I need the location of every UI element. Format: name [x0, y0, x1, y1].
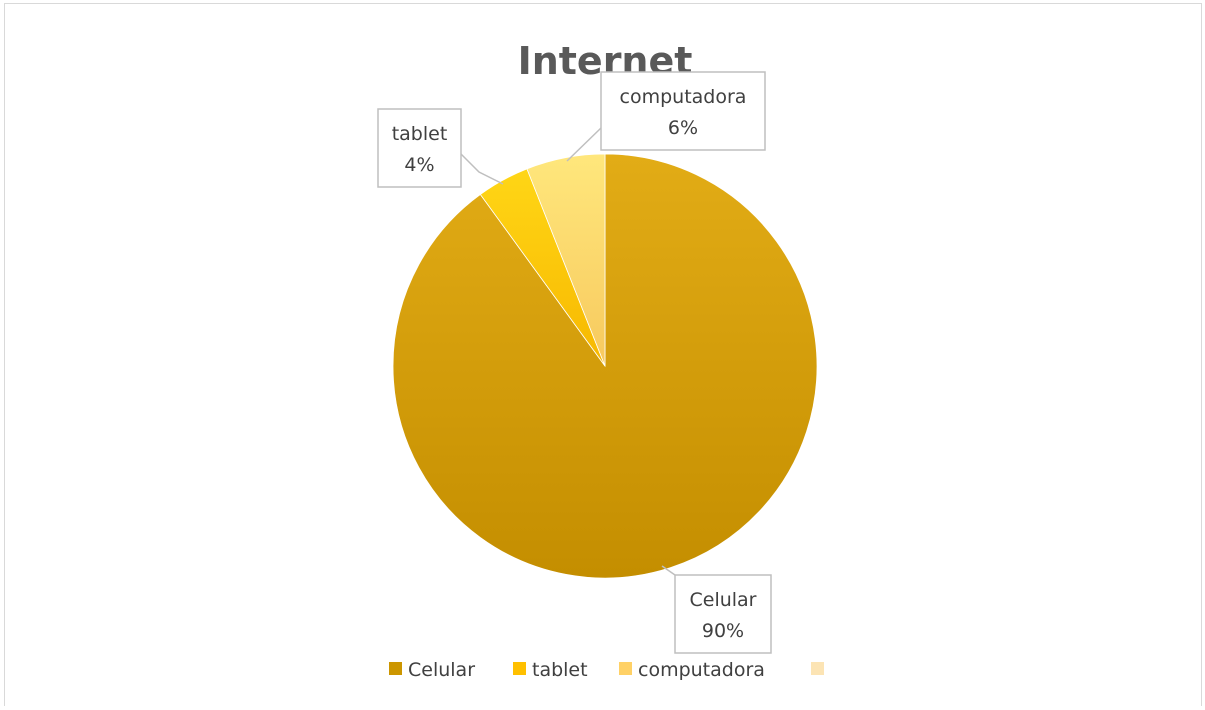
legend-swatch-celular [389, 662, 402, 675]
legend-label-celular: Celular [408, 659, 475, 681]
legend-label-computadora: computadora [638, 659, 765, 681]
callout-box-tablet [377, 108, 462, 188]
legend-swatch-tablet [513, 662, 526, 675]
leader-line-tablet [460, 153, 504, 185]
callout-box-celular [674, 574, 772, 654]
callout-category-tablet: tablet [392, 123, 448, 145]
callout-category-computadora: computadora [620, 86, 747, 108]
legend: Celular tablet computadora [389, 659, 824, 681]
leader-line-computadora [566, 127, 602, 162]
leader-line-celular [661, 565, 676, 576]
pie-chart: Internet Celular90%tablet4%computadora6%… [377, 39, 824, 681]
legend-swatch-item-3 [811, 662, 824, 675]
data-label-computadora: computadora 6% [566, 71, 766, 162]
callout-value-celular: 90% [702, 620, 744, 642]
callout-value-tablet: 4% [404, 154, 434, 176]
data-label-tablet: tablet 4% [377, 108, 504, 188]
legend-swatch-computadora [619, 662, 632, 675]
legend-label-tablet: tablet [532, 659, 588, 681]
callouts-layer: Celular 90% tablet 4% computadora 6% [377, 71, 772, 654]
data-label-celular: Celular 90% [661, 565, 772, 654]
callout-box-computadora [600, 71, 766, 151]
callout-category-celular: Celular [689, 589, 756, 611]
legend-item-computadora: computadora [619, 659, 765, 681]
legend-item-celular: Celular [389, 659, 475, 681]
legend-item-item-3 [811, 662, 824, 675]
pie-slice-computadora [526, 153, 606, 367]
callout-value-computadora: 6% [668, 117, 698, 139]
chart-frame: Internet Celular 90% tablet 4% computadora 6%… [4, 3, 1202, 706]
legend-item-tablet: tablet [513, 659, 588, 681]
slices-layer [392, 153, 818, 579]
